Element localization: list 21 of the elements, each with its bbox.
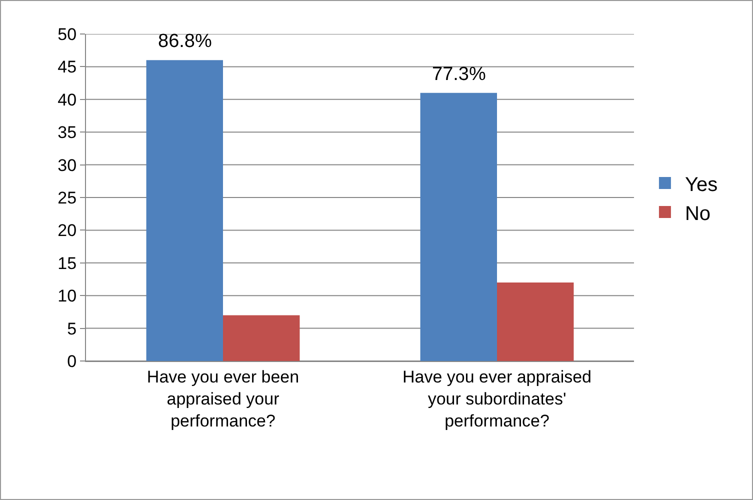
y-tick-label: 30 [58, 156, 77, 175]
y-tick-label: 10 [58, 286, 77, 306]
y-tick-label: 5 [67, 319, 77, 338]
bar [420, 92, 497, 361]
legend-label: Yes [684, 174, 718, 196]
bar [497, 282, 574, 361]
y-tick-label: 50 [58, 24, 77, 44]
y-tick-label: 0 [67, 352, 77, 371]
y-tick-label: 45 [58, 58, 77, 77]
legend-label: No [684, 202, 711, 225]
y-tick-label: 20 [58, 221, 77, 240]
annotation: 77.3% [432, 64, 486, 85]
y-tick-label: 25 [58, 188, 77, 208]
y-tick-label: 15 [58, 254, 77, 273]
y-tick-label: 35 [58, 123, 77, 142]
x-tick-label: Have you ever been appraised your performance? [146, 367, 300, 431]
y-tick-label: 40 [58, 90, 77, 110]
x-tick-label: Have you ever appraised your subordinates' performance? [402, 367, 592, 431]
annotation: 86.8% [158, 31, 212, 52]
bar [146, 60, 223, 361]
bar [223, 315, 300, 361]
